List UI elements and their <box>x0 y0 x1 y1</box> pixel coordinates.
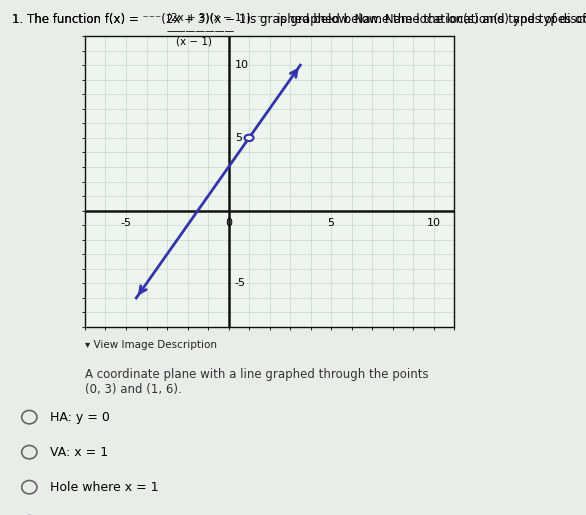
Text: A coordinate plane with a line graphed through the points
(0, 3) and (1, 6).: A coordinate plane with a line graphed t… <box>85 368 428 396</box>
Text: 5: 5 <box>234 133 241 143</box>
Text: (x − 1): (x − 1) <box>176 36 212 46</box>
Text: -5: -5 <box>121 218 131 228</box>
Text: ———————: ——————— <box>167 26 235 36</box>
Text: 10: 10 <box>427 218 441 228</box>
Text: 1. The function f(x) = ⁻⁻⁻(2x + 3)(x − 1)⁻⁻⁻  is graphed below. Name the locatio: 1. The function f(x) = ⁻⁻⁻(2x + 3)(x − 1… <box>12 13 586 26</box>
Text: 5: 5 <box>328 218 335 228</box>
Text: 10: 10 <box>234 60 248 70</box>
Text: Hole where x = 1: Hole where x = 1 <box>50 480 158 494</box>
Text: is graphed below. Name the location(s) and types of discontinuities for the func: is graphed below. Name the location(s) a… <box>243 13 586 26</box>
Text: 1. The function f(x) =: 1. The function f(x) = <box>12 13 142 26</box>
Text: 0: 0 <box>225 218 232 228</box>
Text: (2x + 3)(x − 1): (2x + 3)(x − 1) <box>167 13 246 23</box>
Circle shape <box>244 135 254 141</box>
Text: HA: y = 0: HA: y = 0 <box>50 410 110 424</box>
Text: VA: x = 1: VA: x = 1 <box>50 445 108 459</box>
Text: -5: -5 <box>234 279 246 288</box>
Text: ▾ View Image Description: ▾ View Image Description <box>85 340 217 350</box>
